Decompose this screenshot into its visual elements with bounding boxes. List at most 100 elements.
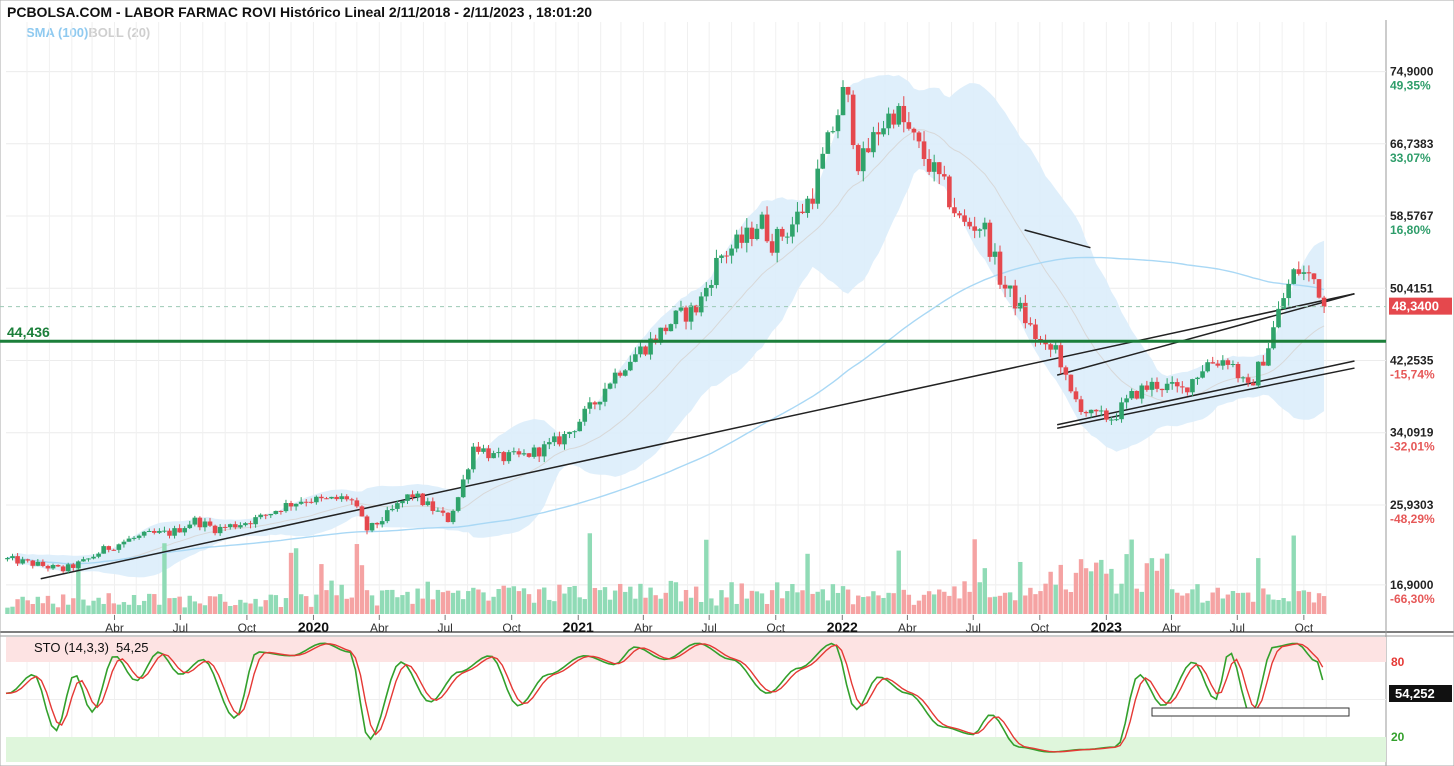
volume-bar bbox=[192, 601, 198, 614]
candle-body bbox=[425, 501, 431, 506]
volume-bar bbox=[617, 583, 623, 614]
volume-bar bbox=[1053, 584, 1058, 614]
candle-body bbox=[936, 162, 942, 175]
candle-body bbox=[1316, 279, 1322, 298]
volume-bar bbox=[314, 594, 319, 614]
volume-bar bbox=[466, 591, 471, 614]
volume-bar bbox=[526, 594, 532, 614]
candle-body bbox=[410, 494, 415, 498]
volume-bar bbox=[734, 603, 739, 614]
volume-bar bbox=[1038, 591, 1043, 614]
volume-bar bbox=[369, 595, 375, 614]
candle-body bbox=[547, 442, 552, 445]
candle-body bbox=[1321, 297, 1327, 307]
x-tick-label: Abr bbox=[898, 621, 917, 635]
x-tick-label: 2022 bbox=[827, 619, 858, 635]
volume-bar bbox=[972, 539, 977, 614]
volume-bar bbox=[830, 584, 836, 614]
volume-bar bbox=[749, 590, 755, 614]
candle-body bbox=[1230, 364, 1236, 366]
candle-body bbox=[830, 131, 836, 133]
candle-body bbox=[1225, 360, 1231, 365]
candle-body bbox=[521, 453, 527, 455]
candle-body bbox=[374, 522, 380, 525]
sma-legend[interactable]: SMA (100) bbox=[26, 25, 89, 40]
candle-body bbox=[764, 214, 770, 242]
candle-body bbox=[1306, 272, 1312, 274]
candle-body bbox=[693, 305, 699, 313]
volume-bar bbox=[744, 598, 750, 614]
candle-body bbox=[972, 226, 977, 231]
volume-bar bbox=[1306, 591, 1312, 614]
volume-bar bbox=[35, 596, 41, 614]
volume-bar bbox=[268, 594, 273, 614]
volume-bar bbox=[1129, 539, 1134, 614]
candle-body bbox=[1296, 269, 1302, 274]
volume-bar bbox=[1215, 587, 1220, 614]
volume-bar bbox=[136, 605, 142, 614]
candle-body bbox=[126, 538, 132, 542]
volume-bar bbox=[780, 598, 785, 614]
candle-body bbox=[1078, 399, 1084, 412]
y-tick-label: 16,9000 bbox=[1390, 578, 1434, 592]
candle-body bbox=[1180, 386, 1185, 388]
x-tick-label: Jul bbox=[1230, 621, 1245, 635]
candle-body bbox=[157, 530, 162, 533]
volume-bar bbox=[385, 589, 390, 614]
candle-body bbox=[1007, 285, 1013, 289]
volume-bar bbox=[856, 595, 861, 614]
volume-bar bbox=[577, 597, 582, 614]
volume-bar bbox=[420, 598, 425, 614]
candle-body bbox=[607, 383, 613, 389]
candle-body bbox=[491, 453, 496, 459]
candle-body bbox=[881, 128, 886, 135]
candle-body bbox=[557, 436, 562, 445]
candle-body bbox=[187, 524, 193, 529]
candle-body bbox=[1109, 419, 1114, 421]
candle-body bbox=[1271, 327, 1276, 349]
volume-bar bbox=[886, 592, 891, 614]
volume-bar bbox=[552, 601, 557, 614]
candle-body bbox=[258, 514, 263, 518]
volume-bar bbox=[10, 606, 15, 614]
last-price-label: 48,3400 bbox=[1392, 299, 1439, 314]
candle-body bbox=[987, 222, 993, 257]
volume-bar bbox=[547, 599, 552, 614]
volume-bar bbox=[825, 600, 831, 614]
candle-body bbox=[1190, 379, 1195, 393]
sto-box bbox=[1151, 707, 1350, 717]
volume-bar bbox=[1154, 570, 1160, 614]
y-tick-pct: -32,01% bbox=[1390, 440, 1435, 454]
volume-bar bbox=[1007, 592, 1013, 614]
candle-body bbox=[217, 526, 223, 534]
volume-bar bbox=[5, 607, 10, 614]
volume-bar bbox=[506, 587, 511, 614]
candle-body bbox=[384, 510, 390, 522]
volume-bar bbox=[1018, 561, 1023, 614]
candle-body bbox=[1169, 382, 1175, 384]
volume-bar bbox=[1144, 563, 1150, 614]
volume-bar bbox=[1114, 593, 1119, 614]
volume-bar bbox=[785, 591, 790, 614]
candle-body bbox=[70, 564, 76, 568]
volume-bar bbox=[714, 605, 719, 614]
volume-bar bbox=[957, 598, 962, 614]
candle-body bbox=[172, 528, 177, 536]
volume-bar bbox=[1180, 595, 1185, 614]
volume-bar bbox=[612, 590, 618, 614]
candle-body bbox=[724, 255, 729, 257]
candle-body bbox=[167, 530, 172, 536]
candle-body bbox=[957, 213, 962, 216]
candle-body bbox=[339, 496, 344, 500]
volume-bar bbox=[182, 607, 187, 614]
volume-bar bbox=[931, 594, 937, 614]
boll-legend[interactable]: BOLL (20) bbox=[88, 25, 151, 40]
volume-bars bbox=[5, 533, 1327, 614]
candle-body bbox=[633, 354, 638, 362]
candle-body bbox=[1043, 341, 1048, 345]
volume-bar bbox=[643, 597, 648, 614]
volume-bar bbox=[795, 592, 800, 614]
candle-body bbox=[268, 513, 274, 516]
volume-bar bbox=[1104, 573, 1109, 614]
